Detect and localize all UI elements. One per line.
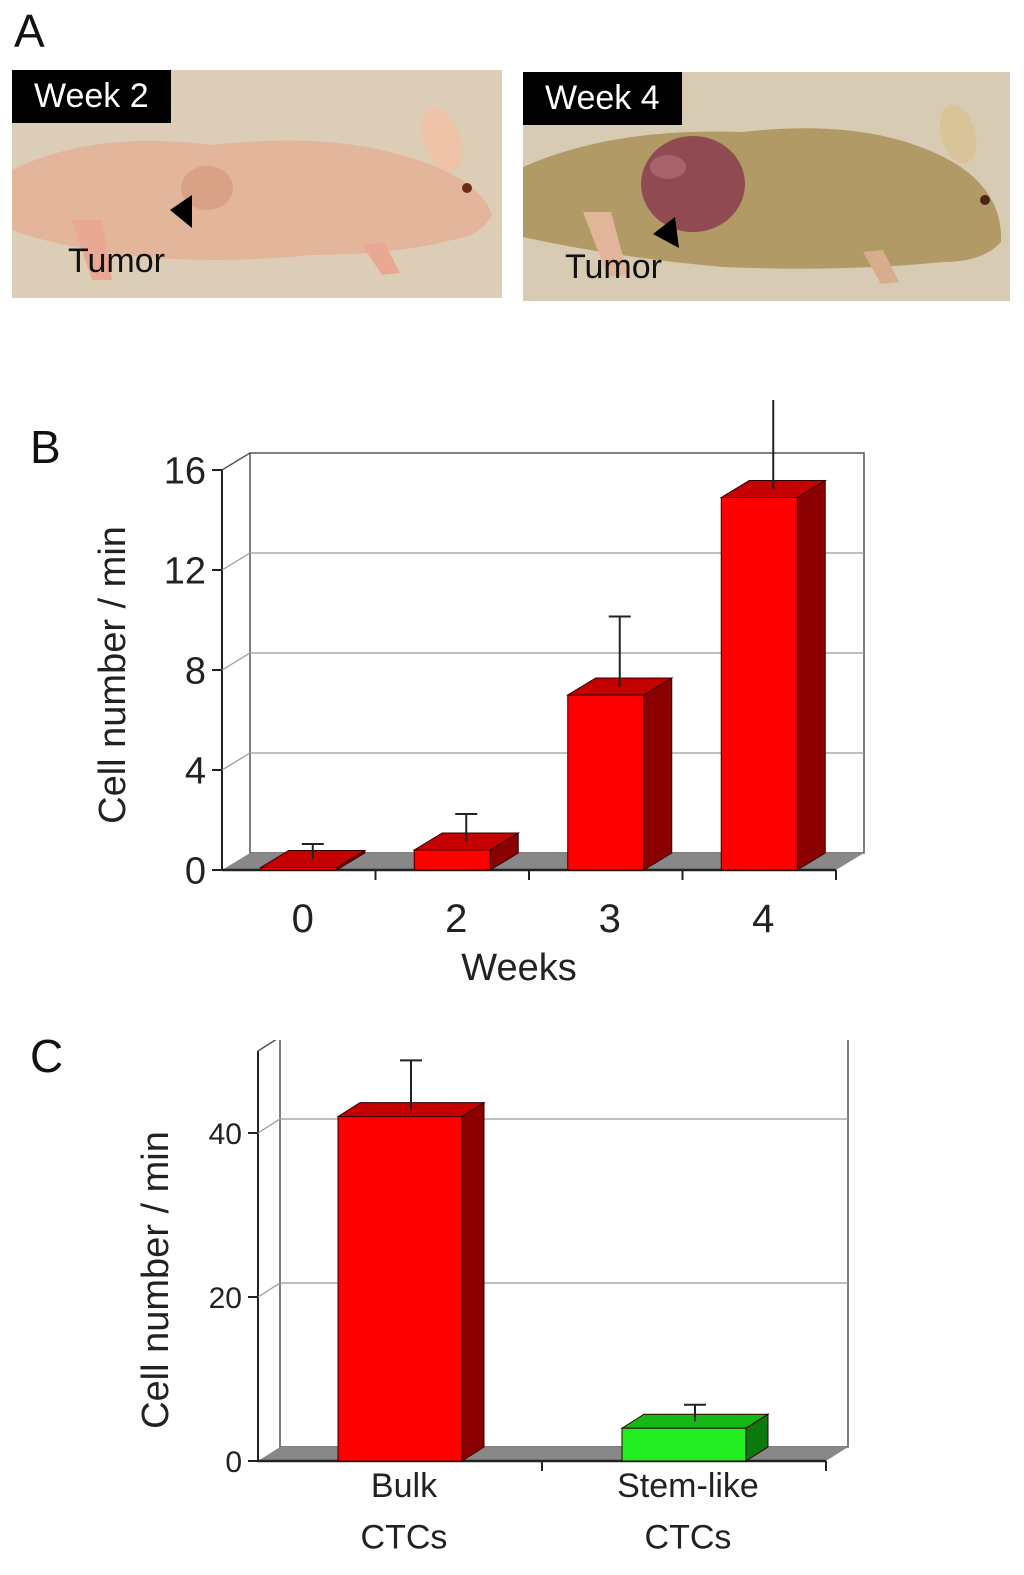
mouse-photo-week-2: Week 2 Tumor: [12, 70, 502, 298]
bar: [720, 497, 798, 871]
plot-top-edge: [221, 452, 251, 471]
tumor-annotation: Tumor: [68, 242, 165, 280]
chart-b-weeks: 0 4 8 12 16 0 2 3 4 Cell number / min Weeks: [92, 400, 865, 989]
x-tick-label: 3: [599, 897, 621, 941]
tumor-annotation: Tumor: [565, 248, 662, 286]
y-axis-title: Cell number / min: [135, 1131, 177, 1429]
panel-letter-a: A: [14, 5, 45, 57]
week-label: Week 4: [523, 72, 682, 126]
week-label: Week 2: [12, 70, 171, 124]
plot-top-edge: [257, 1040, 277, 1052]
bar: [337, 1116, 463, 1462]
y-tick-label: 8: [185, 651, 206, 693]
x-tick-label: CTCs: [645, 1518, 732, 1556]
y-tick-label: 40: [209, 1118, 242, 1151]
x-tick-label: Stem-like: [617, 1467, 759, 1505]
mouse-illustration-week-4: [523, 72, 1010, 301]
bar-side: [643, 677, 673, 871]
y-tick-label: 16: [164, 451, 206, 493]
bar-side: [461, 1101, 485, 1462]
bar-side: [796, 479, 826, 871]
gridline-diagonal: [257, 1282, 281, 1298]
bar: [567, 694, 645, 871]
mouse-photo-week-4: Week 4 Tumor: [523, 72, 1010, 301]
bar: [621, 1427, 747, 1462]
y-tick-label: 20: [209, 1282, 242, 1315]
x-tick-label: 4: [752, 897, 774, 941]
y-tick-label: 4: [185, 751, 206, 793]
x-tick-label: CTCs: [361, 1518, 448, 1556]
plot-floor: [222, 853, 864, 870]
gridline-diagonal: [221, 752, 251, 771]
x-tick-label: 2: [445, 897, 467, 941]
y-tick-label: 0: [185, 851, 206, 893]
bar: [413, 849, 491, 871]
gridline-diagonal: [221, 552, 251, 571]
x-axis-title: Weeks: [461, 947, 576, 989]
panel-letter-b: B: [30, 421, 61, 473]
gridline-diagonal: [221, 652, 251, 671]
bar: [260, 867, 338, 871]
x-tick-label: 0: [292, 897, 314, 941]
panel-letter-c: C: [30, 1030, 64, 1082]
y-tick-label: 12: [164, 551, 206, 593]
gridline-diagonal: [257, 1118, 281, 1134]
y-axis-title: Cell number / min: [92, 526, 134, 824]
x-tick-label: Bulk: [371, 1467, 438, 1505]
y-tick-label: 0: [225, 1446, 242, 1479]
chart-c-ctc-types: 0 20 40 Bulk CTCs Stem-like CTCs Cell number / …: [135, 1040, 849, 1556]
